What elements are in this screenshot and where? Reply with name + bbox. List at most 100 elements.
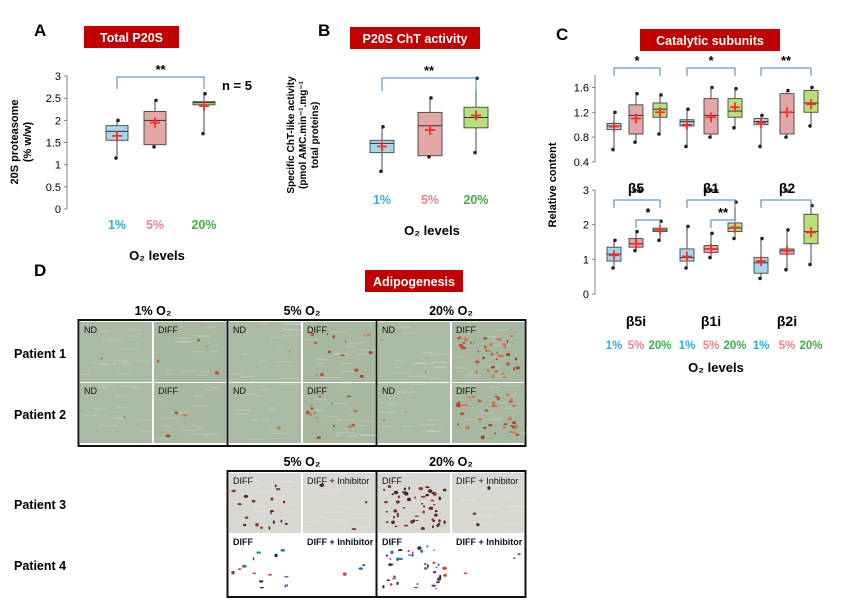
adipo-tile-nd-texture xyxy=(430,361,448,363)
chart-c-sig: ** xyxy=(710,205,736,228)
adipo-tile-diff-lipid xyxy=(490,365,496,369)
adipo-inhibitor-tile-inhibitor-texture xyxy=(353,573,372,576)
adipo-tile-diff-bg xyxy=(452,322,524,382)
chart-c-sig: *** xyxy=(686,185,736,208)
adipo-inhibitor-tile-diff-texture xyxy=(395,567,411,569)
adipo-tile-diff-texture xyxy=(346,345,356,347)
adipo-inhibitor-tile-diff-texture xyxy=(406,580,424,582)
chart-c-group-label: β2i xyxy=(777,313,797,329)
chart-c-ytick-label: 0.8 xyxy=(574,132,589,144)
adipo-tile-nd-texture xyxy=(114,417,124,420)
adipo-inhibitor-tile-diff-lipid xyxy=(442,488,447,492)
adipo-inhibitor-tile-diff-lipid xyxy=(434,509,438,513)
chart-c-sig: * xyxy=(613,53,661,76)
adipo-tile-nd-lipid xyxy=(288,350,291,353)
adipo-inhibitor-tile-inhibitor-label: DIFF + Inhibitor xyxy=(456,476,518,486)
adipo-tile-diff-texture xyxy=(495,402,514,404)
adipo-inhibitor-tile-diff-texture xyxy=(406,489,424,491)
chart-c-box-point-max xyxy=(734,86,738,91)
adipo-inhibitor-tile-inhibitor-texture xyxy=(454,547,469,549)
chart-c-box-mean xyxy=(806,99,816,110)
adipo-inhibitor-row-label: Patient 4 xyxy=(14,559,66,573)
title-catalytic-subunits: Catalytic subunits xyxy=(640,29,780,51)
adipo-tile-nd-texture xyxy=(240,376,255,378)
adipo-tile-diff-texture xyxy=(170,412,189,414)
adipo-tile-diff-lipid xyxy=(512,421,516,425)
adipo-tile-diff-texture xyxy=(162,425,173,427)
adipo-tile-diff-bg xyxy=(154,322,226,382)
chart-a-xtick-label: 5% xyxy=(146,218,164,232)
chart-a-box-1-point-min xyxy=(152,145,156,149)
adipo-tile-nd-texture xyxy=(236,409,250,411)
chart-c-box-point-max xyxy=(786,88,790,93)
adipo-inhibitor-tile-inhibitor-bg xyxy=(452,534,524,594)
adipo-inhibitor-tile-diff-texture xyxy=(424,538,439,540)
adipo-column-header: 20% O₂ xyxy=(429,304,473,318)
adipo-inhibitor-tile-diff-texture xyxy=(420,576,431,579)
adipo-inhibitor-tile-diff-lipid xyxy=(433,492,437,496)
adipo-tile-nd-texture xyxy=(129,335,141,337)
adipo-tile-diff-lipid xyxy=(491,401,496,405)
adipo-inhibitor-tile-diff-texture xyxy=(253,506,267,508)
adipo-tile-diff-texture xyxy=(160,417,178,419)
adipo-inhibitor-tile-diff-lipid xyxy=(396,557,400,561)
adipo-inhibitor-tile-inhibitor-lipid xyxy=(342,572,347,576)
adipo-inhibitor-tile-inhibitor-texture xyxy=(458,554,468,557)
adipo-tile-nd-texture xyxy=(110,417,127,419)
adipo-inhibitor-tile-inhibitor-texture xyxy=(481,508,500,510)
adipo-inhibitor-tile-inhibitor-texture xyxy=(328,489,341,492)
chart-c-sig-bracket xyxy=(686,67,736,76)
chart-c-group-1-2: * β2i xyxy=(753,185,819,329)
adipo-tile-diff-texture xyxy=(192,405,208,407)
adipo-tile-nd-lipid xyxy=(382,419,386,422)
adipo-tile-diff-lipid xyxy=(515,366,521,370)
adipo-inhibitor-tile-inhibitor-texture xyxy=(495,551,504,553)
chart-c-sig: ** xyxy=(760,53,812,76)
adipo-tile-diff-texture xyxy=(336,434,343,437)
chart-c-box-point-max xyxy=(686,224,690,229)
adipo-tile-diff-lipid xyxy=(484,409,489,412)
chart-c-xtick-label: 20% xyxy=(799,340,822,352)
adipo-tile-diff-texture xyxy=(334,353,348,355)
adipo-inhibitor-tile-diff: DIFF xyxy=(378,534,450,594)
adipo-inhibitor-tile-diff-texture xyxy=(422,510,440,512)
adipo-tile-nd-texture xyxy=(105,338,125,340)
adipo-tile-nd-texture xyxy=(122,361,130,363)
adipo-inhibitor-tile-inhibitor: DIFF + Inhibitor xyxy=(452,534,524,594)
adipo-inhibitor-tile-diff-lipid xyxy=(389,558,392,560)
chart-b-box-0-point-max xyxy=(381,125,385,129)
adipo-inhibitor-tile-diff-lipid xyxy=(442,566,447,570)
chart-b-box-1-point-max xyxy=(429,96,433,100)
chart-c-box-mean xyxy=(609,121,619,132)
adipo-tile-diff-texture xyxy=(502,385,521,387)
adipo-tile-diff-lipid xyxy=(462,341,466,344)
adipo-tile-diff-texture xyxy=(179,340,193,342)
adipo-tile-diff-lipid xyxy=(315,373,319,376)
chart-c-box-mean xyxy=(682,251,692,262)
adipo-tile-diff-lipid xyxy=(491,404,495,408)
adipo-inhibitor-tile-inhibitor-texture xyxy=(352,526,371,528)
adipo-inhibitor-tile-diff: DIFF xyxy=(229,473,301,533)
adipo-tile-nd-texture xyxy=(229,413,248,415)
adipo-inhibitor-tile-diff-lipid xyxy=(438,496,442,501)
chart-a-box-0-point-max xyxy=(116,118,120,123)
adipo-tile-nd-texture xyxy=(98,384,115,386)
chart-a-xlabel: O₂ levels xyxy=(129,248,185,263)
adipo-tile-nd-texture xyxy=(391,372,410,374)
title-p20s-cht: P20S ChT activity xyxy=(350,27,480,49)
adipo-tile-diff-lipid xyxy=(489,342,493,347)
chart-c-sig: * xyxy=(635,205,661,228)
adipo-tile-nd-texture xyxy=(378,402,398,404)
adipo-inhibitor-tile-diff-lipid xyxy=(270,511,272,515)
adipo-tile-nd-texture xyxy=(80,373,91,375)
adipo-inhibitor-tile-diff-lipid xyxy=(269,510,274,512)
adipo-inhibitor-tile-inhibitor-texture xyxy=(459,499,476,502)
chart-c-box-point-max xyxy=(786,228,790,232)
chart-c-box-point-max xyxy=(810,85,814,90)
chart-c-ytick-label: 1.6 xyxy=(574,82,589,94)
adipo-tile-diff-texture xyxy=(329,331,346,333)
adipo-tile-diff-lipid xyxy=(497,354,502,358)
adipo-tile-diff-texture xyxy=(340,363,351,365)
adipo-tile-nd-texture xyxy=(274,345,285,347)
adipo-tile-diff-lipid xyxy=(509,334,514,338)
